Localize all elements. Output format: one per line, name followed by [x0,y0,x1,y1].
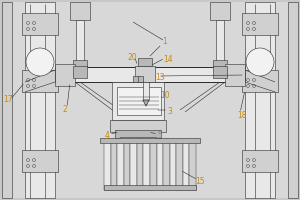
Bar [22,150,58,172]
Bar [104,185,196,190]
Bar [76,20,84,62]
Bar [242,13,278,35]
Bar [143,82,149,100]
Bar [176,140,183,190]
Bar [163,140,170,190]
Bar [157,140,163,190]
Text: 15: 15 [195,178,205,186]
Polygon shape [143,100,149,106]
Bar [25,2,55,198]
Text: 2: 2 [63,106,68,114]
Bar [183,140,189,190]
Bar [137,140,143,190]
Bar [2,2,12,198]
Text: 10: 10 [160,90,170,99]
Text: 4: 4 [105,130,110,140]
Text: 20: 20 [127,53,137,62]
Bar [225,64,245,86]
Bar [216,20,224,62]
Bar [55,64,75,86]
Circle shape [26,48,54,76]
Bar [150,140,157,190]
Bar [22,13,58,35]
Bar [133,76,143,82]
Bar [213,60,227,70]
Text: 14: 14 [163,55,173,64]
Bar [100,138,200,143]
Bar [124,140,130,190]
Bar [111,140,117,190]
Bar [117,140,124,190]
Bar [110,120,166,132]
Bar [288,2,298,198]
Text: 13: 13 [155,73,165,82]
Bar [135,66,155,82]
Circle shape [246,48,274,76]
Bar [120,137,156,142]
Bar [213,66,227,78]
Bar [115,130,161,138]
Text: 5: 5 [158,130,162,140]
Bar [22,70,58,92]
Bar [245,2,275,198]
Bar [55,67,245,82]
Bar [242,150,278,172]
Bar [73,66,87,78]
Bar [112,82,164,120]
Bar [25,2,275,198]
Bar [170,140,176,190]
Bar [242,70,278,92]
Bar [210,2,230,20]
Bar [189,140,196,190]
Bar [73,60,87,70]
Text: 17: 17 [3,96,13,104]
Text: 1: 1 [163,38,167,46]
Bar [117,87,161,115]
Bar [138,58,152,66]
Text: 3: 3 [168,108,172,116]
Bar [104,140,111,190]
Text: 18: 18 [237,110,247,119]
Bar [130,140,137,190]
Bar [70,2,90,20]
Bar [143,140,150,190]
